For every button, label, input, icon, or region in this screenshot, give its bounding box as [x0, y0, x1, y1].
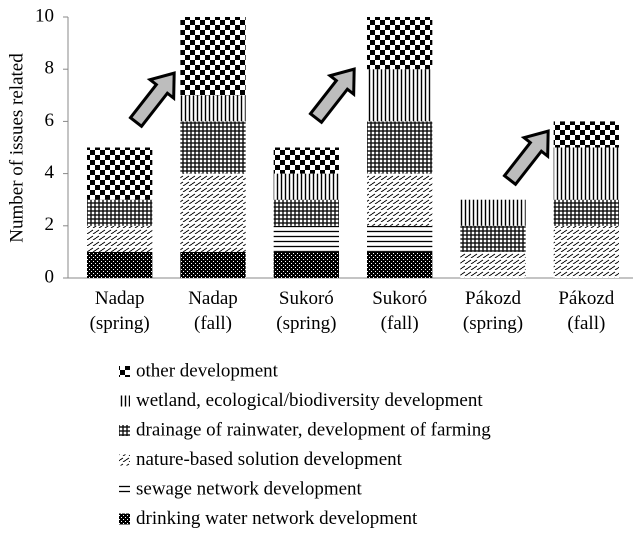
- legend-label: wetland, ecological/biodiversity develop…: [136, 390, 483, 411]
- legend-swatch: [119, 366, 130, 377]
- bar-segment: [460, 251, 526, 278]
- x-tick-label: Sukoró (fall): [372, 288, 427, 334]
- y-tick-label: 4: [45, 162, 55, 183]
- bar-segment: [87, 199, 153, 226]
- y-tick-label: 10: [35, 5, 54, 26]
- bar-segment: [180, 95, 246, 122]
- legend-swatch: [119, 454, 130, 466]
- x-tick-label: Pákozd (spring): [463, 288, 523, 334]
- bar-segment: [273, 199, 339, 226]
- x-tick-label: Pákozd (fall): [558, 288, 614, 334]
- bar-segment: [553, 199, 619, 226]
- arrow: [502, 129, 550, 187]
- bar-segment: [87, 147, 153, 200]
- bar-segment: [553, 225, 619, 278]
- legend-swatch: [119, 513, 130, 525]
- y-tick-label: 8: [45, 58, 55, 79]
- bar-segment: [553, 147, 619, 200]
- legend-swatch: [119, 484, 130, 495]
- arrows: [128, 67, 550, 187]
- y-tick-label: 2: [45, 214, 55, 235]
- bar-segment: [273, 225, 339, 252]
- x-tick-label: Nadap (fall): [188, 288, 238, 334]
- bar-segment: [553, 121, 619, 148]
- arrow: [308, 67, 356, 125]
- legend-label: drinking water network development: [136, 508, 418, 529]
- y-tick-label: 6: [45, 110, 55, 131]
- y-tick-label: 0: [45, 266, 55, 287]
- legend-swatch: [119, 395, 130, 407]
- bar-segment: [87, 251, 153, 278]
- arrow: [128, 71, 176, 129]
- bar-segment: [273, 147, 339, 174]
- legend-swatch: [119, 425, 130, 436]
- bar-segment: [180, 121, 246, 174]
- bar-segment: [367, 225, 433, 252]
- bar-segment: [460, 199, 526, 226]
- bar-segment: [367, 121, 433, 174]
- bar-segment: [367, 251, 433, 278]
- bar-segment: [87, 225, 153, 252]
- legend-label: sewage network development: [136, 478, 363, 499]
- legend-label: other development: [136, 360, 279, 381]
- bar-segment: [460, 225, 526, 252]
- bar-segment: [273, 173, 339, 200]
- bar-segment: [273, 251, 339, 278]
- y-axis-label: Number of issues related: [6, 53, 27, 243]
- bar-segment: [180, 173, 246, 252]
- x-tick-label: Sukoró (spring): [276, 288, 336, 334]
- bar-segment: [367, 69, 433, 122]
- bar-segment: [180, 251, 246, 278]
- bar-segment: [367, 173, 433, 226]
- bar-segment: [180, 17, 246, 96]
- bar-segment: [367, 17, 433, 70]
- legend-label: nature-based solution development: [136, 449, 403, 470]
- x-tick-label: Nadap (spring): [90, 288, 150, 334]
- legend-label: drainage of rainwater, development of fa…: [136, 419, 491, 440]
